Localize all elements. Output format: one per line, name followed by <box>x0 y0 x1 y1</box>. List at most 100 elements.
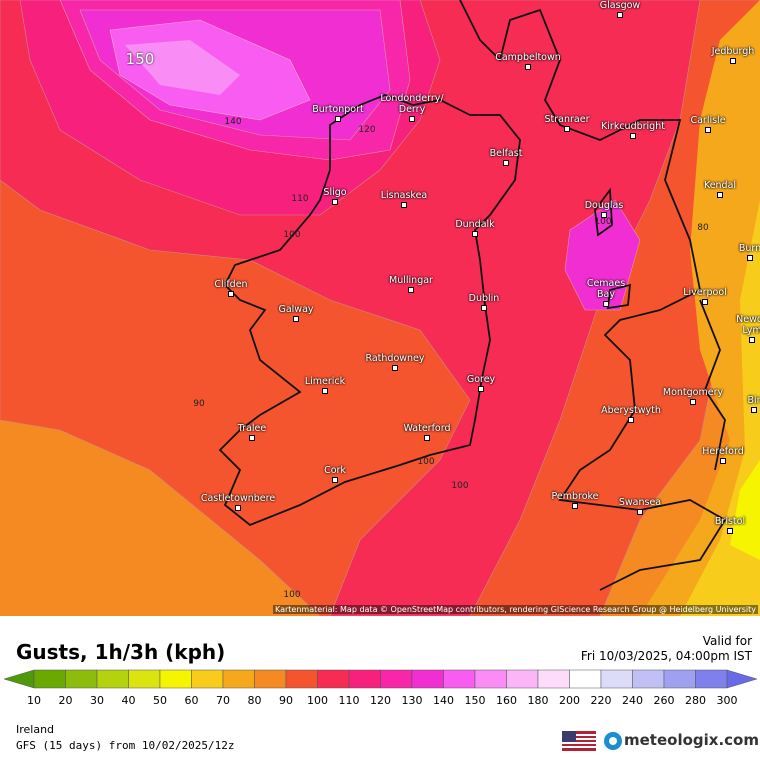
city-marker <box>525 64 531 70</box>
city-marker <box>628 417 634 423</box>
city-marker <box>424 435 430 441</box>
contour-label: 100 <box>451 481 469 491</box>
city-label: Limerick <box>304 376 346 387</box>
city-marker <box>503 160 509 166</box>
city-label: Douglas <box>584 200 624 211</box>
legend-tick-label: 150 <box>465 694 486 707</box>
legend-box <box>695 669 728 689</box>
city-marker <box>637 509 643 515</box>
legend-under <box>3 669 35 689</box>
legend-box <box>33 669 66 689</box>
city-marker <box>617 12 623 18</box>
legend-tick-label: 130 <box>402 694 423 707</box>
city-marker <box>322 388 328 394</box>
brand[interactable]: meteologix.com <box>624 731 759 749</box>
map-fields <box>0 0 760 616</box>
legend-box <box>285 669 318 689</box>
city-label: Burtonport <box>312 104 364 115</box>
city-label: Swansea <box>618 497 662 508</box>
city-marker <box>705 127 711 133</box>
region: Ireland <box>16 723 55 736</box>
city-label: Cemaes Bay <box>586 278 626 300</box>
legend-box <box>128 669 161 689</box>
city-label: Belfast <box>489 148 523 159</box>
city-label: Dundalk <box>455 219 495 230</box>
legend-box <box>443 669 476 689</box>
title: Gusts, 1h/3h (kph) <box>16 640 226 664</box>
legend-box <box>159 669 192 689</box>
legend-box <box>474 669 507 689</box>
legend-tick-label: 70 <box>216 694 230 707</box>
city-label: Dublin <box>468 293 500 304</box>
contour-label: 90 <box>193 399 205 409</box>
city-label: Tralee <box>237 423 267 434</box>
legend-tick-label: 100 <box>307 694 328 707</box>
legend-tick-label: 30 <box>90 694 104 707</box>
city-marker <box>572 503 578 509</box>
legend-box <box>191 669 224 689</box>
legend-box <box>569 669 602 689</box>
legend-tick-label: 220 <box>591 694 612 707</box>
legend-tick-label: 90 <box>279 694 293 707</box>
city-label: Newca Lym <box>736 314 760 336</box>
city-marker <box>630 133 636 139</box>
city-marker <box>717 192 723 198</box>
contour-label: 140 <box>224 117 242 127</box>
attribution: Kartenmaterial: Map data © OpenStreetMap… <box>272 605 758 614</box>
legend-box <box>632 669 665 689</box>
legend-tick-label: 180 <box>528 694 549 707</box>
city-marker <box>601 212 607 218</box>
legend-tick-label: 160 <box>496 694 517 707</box>
city-marker <box>727 528 733 534</box>
legend-tick-label: 40 <box>122 694 136 707</box>
city-label: Clifden <box>214 279 248 290</box>
city-label: Kirkcudbright <box>601 121 665 132</box>
city-label: Cork <box>324 465 346 476</box>
city-marker <box>409 116 415 122</box>
logo-icon <box>604 732 622 750</box>
city-marker <box>690 399 696 405</box>
map: Kartenmaterial: Map data © OpenStreetMap… <box>0 0 760 616</box>
city-marker <box>249 435 255 441</box>
city-marker <box>235 505 241 511</box>
city-label: Burn <box>738 243 760 254</box>
city-label: Stranraer <box>544 114 590 125</box>
valid-time: Fri 10/03/2025, 04:00pm IST <box>580 649 752 663</box>
legend-tick-label: 300 <box>717 694 738 707</box>
city-marker <box>730 58 736 64</box>
legend-tick-label: 110 <box>339 694 360 707</box>
contour-label: 100 <box>417 457 435 467</box>
legend-box <box>317 669 350 689</box>
city-marker <box>603 301 609 307</box>
legend-tick-label: 80 <box>248 694 262 707</box>
legend-tick-label: 280 <box>685 694 706 707</box>
legend-tick-label: 260 <box>654 694 675 707</box>
legend-box <box>537 669 570 689</box>
legend-box <box>348 669 381 689</box>
city-label: Bristol <box>714 516 746 527</box>
city-label: Bir <box>747 395 760 406</box>
city-marker <box>408 287 414 293</box>
legend-box <box>96 669 129 689</box>
city-marker <box>332 199 338 205</box>
legend-box <box>65 669 98 689</box>
valid-label: Valid for <box>702 634 752 648</box>
city-marker <box>564 126 570 132</box>
city-marker <box>472 231 478 237</box>
city-marker <box>478 386 484 392</box>
city-label: Glasgow <box>599 0 641 11</box>
city-label: Pembroke <box>551 491 599 502</box>
legend-box <box>411 669 444 689</box>
contour-label: 110 <box>291 194 309 204</box>
legend-tick-label: 10 <box>27 694 41 707</box>
city-label: Mullingar <box>389 275 433 286</box>
contour-label: 150 <box>125 50 155 68</box>
city-label: Waterford <box>403 423 451 434</box>
city-marker <box>702 299 708 305</box>
legend-over <box>726 669 758 689</box>
legend-box <box>222 669 255 689</box>
city-label: Rathdowney <box>365 353 425 364</box>
city-label: Hereford <box>702 446 744 457</box>
city-label: Aberystwyth <box>601 405 661 416</box>
